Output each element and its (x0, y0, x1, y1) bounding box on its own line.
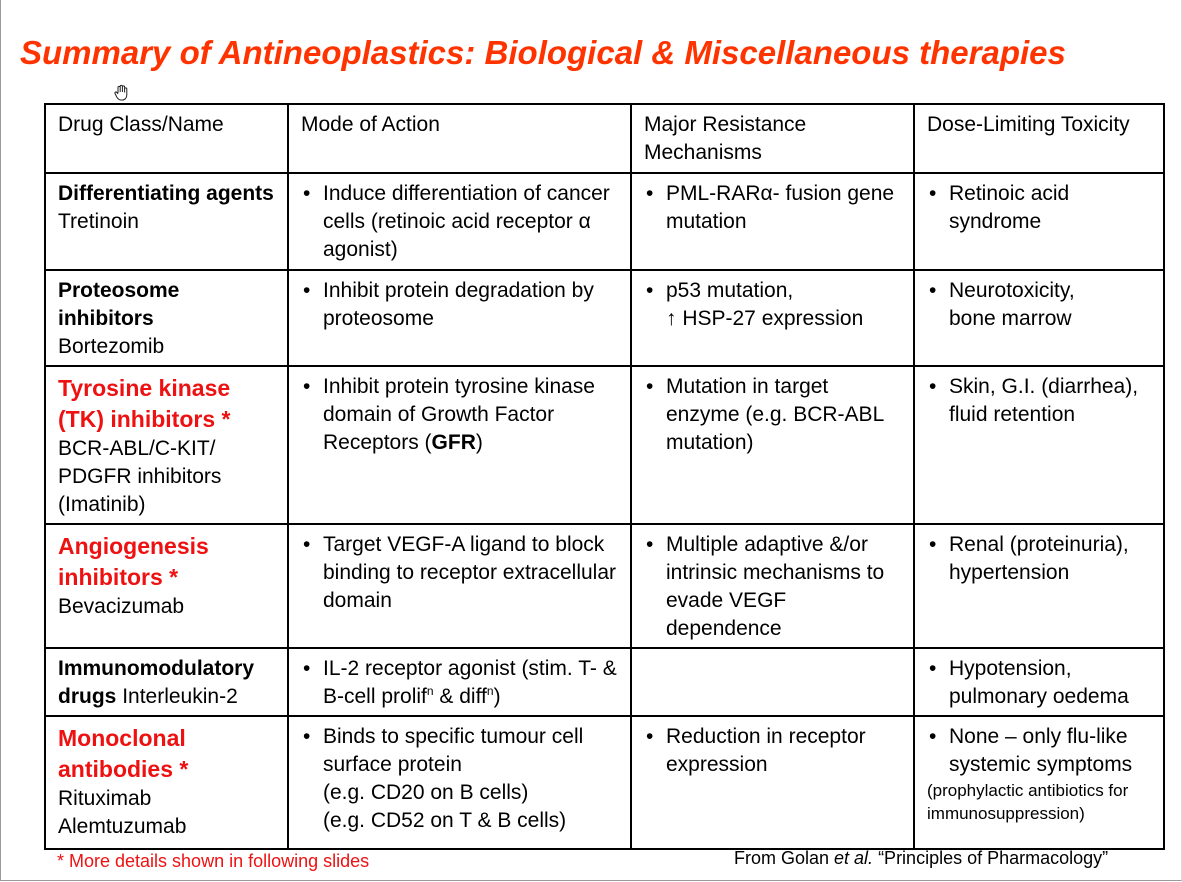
table-row: Angiogenesis inhibitors * Bevacizumab Ta… (44, 523, 1165, 649)
mode-of-action-item: Inhibit protein degradation by proteosom… (301, 277, 620, 333)
moa-text: Inhibit protein tyrosine kinase domain o… (323, 375, 595, 454)
moa-line: Binds to specific tumour cell surface pr… (323, 725, 584, 776)
mode-of-action-cell: Induce differentiation of cancer cells (… (287, 172, 632, 271)
moa-line: (e.g. CD20 on B cells) (323, 781, 529, 804)
mode-of-action-item: Inhibit protein tyrosine kinase domain o… (301, 373, 620, 457)
toxicity-cell: Retinoic acid syndrome (913, 172, 1165, 271)
toxicity-cell: Skin, G.I. (diarrhea), fluid retention (913, 365, 1165, 525)
mode-of-action-cell: Inhibit protein degradation by proteosom… (287, 269, 632, 367)
header-drug-class-bold: Drug Class/ (58, 113, 168, 136)
toxicity-cell: Hypotension, pulmonary oedema (913, 647, 1165, 717)
drug-class-label: Angiogenesis inhibitors * (58, 533, 209, 590)
source-suffix: “Principles of Pharmacology” (873, 848, 1109, 868)
drug-class-cell: Immunomodulatory drugs Interleukin-2 (44, 647, 289, 717)
source-italic: et al. (834, 848, 874, 868)
header-drug-class: Drug Class/Name (44, 103, 289, 174)
source-citation: From Golan et al. “Principles of Pharmac… (734, 848, 1108, 869)
moa-superscript: n (426, 684, 434, 698)
drug-name: Tretinoin (58, 210, 139, 233)
drug-class-label: Proteosome inhibitors (58, 279, 180, 330)
toxicity-item: Retinoic acid syndrome (927, 180, 1153, 236)
table-row: Tyrosine kinase (TK) inhibitors * BCR-AB… (44, 365, 1165, 525)
toxicity-cell: Renal (proteinuria), hypertension (913, 523, 1165, 649)
header-resistance: Major Resistance Mechanisms (630, 103, 915, 174)
moa-superscript: n (486, 684, 494, 698)
toxicity-cell: None – only flu-like systemic symptoms (p… (913, 715, 1165, 850)
drug-class-label: Immunomodulatory drugs (58, 657, 255, 708)
moa-text-end: ) (475, 431, 483, 454)
mode-of-action-cell: IL-2 receptor agonist (stim. T- & B-cell… (287, 647, 632, 717)
resistance-line: ↑ HSP-27 expression (666, 307, 864, 330)
source-prefix: From Golan (734, 848, 835, 868)
drug-name: Rituximab (58, 787, 152, 810)
drug-class-cell: Angiogenesis inhibitors * Bevacizumab (44, 523, 289, 649)
antineoplastics-table: Drug Class/Name Mode of Action Major Res… (44, 103, 1165, 850)
toxicity-item: Neurotoxicity, bone marrow (927, 277, 1153, 333)
table-row: Immunomodulatory drugs Interleukin-2 IL-… (44, 647, 1165, 717)
drug-class-label: Tyrosine kinase (TK) inhibitors * (58, 375, 231, 432)
toxicity-item: None – only flu-like systemic symptoms (p… (927, 723, 1153, 825)
table-row: Monoclonal antibodies * Rituximab Alemtu… (44, 715, 1165, 850)
resistance-cell: PML-RARα- fusion gene mutation (630, 172, 915, 271)
drug-class-cell: Monoclonal antibodies * Rituximab Alemtu… (44, 715, 289, 850)
toxicity-line: Neurotoxicity, (949, 279, 1075, 302)
drug-name: Bortezomib (58, 335, 165, 358)
drug-name: Interleukin-2 (122, 685, 238, 708)
table-row: Proteosome inhibitors Bortezomib Inhibit… (44, 269, 1165, 367)
toxicity-item: Renal (proteinuria), hypertension (927, 531, 1153, 587)
moa-line: (e.g. CD52 on T & B cells) (323, 809, 567, 832)
hand-cursor-icon (114, 84, 128, 101)
header-toxicity: Dose-Limiting Toxicity (913, 103, 1165, 174)
resistance-cell: Mutation in target enzyme (e.g. BCR-ABL … (630, 365, 915, 525)
toxicity-line: pulmonary oedema (949, 685, 1129, 708)
mode-of-action-cell: Inhibit protein tyrosine kinase domain o… (287, 365, 632, 525)
resistance-cell: p53 mutation, ↑ HSP-27 expression (630, 269, 915, 367)
toxicity-item: Hypotension, pulmonary oedema (927, 655, 1153, 711)
moa-text: ) (493, 685, 501, 708)
resistance-cell (630, 647, 915, 717)
mode-of-action-cell: Target VEGF-A ligand to block binding to… (287, 523, 632, 649)
drug-class-cell: Differentiating agents Tretinoin (44, 172, 289, 271)
toxicity-item: Skin, G.I. (diarrhea), fluid retention (927, 373, 1153, 429)
toxicity-line: Hypotension, (949, 657, 1072, 680)
moa-gfr: GFR (431, 431, 476, 454)
drug-class-label: Differentiating agents (58, 182, 274, 205)
mode-of-action-item: Induce differentiation of cancer cells (… (301, 180, 620, 264)
mode-of-action-cell: Binds to specific tumour cell surface pr… (287, 715, 632, 850)
header-mode-of-action: Mode of Action (287, 103, 632, 174)
drug-name: BCR-ABL/C-KIT/ PDGFR inhibitors (Imatini… (58, 437, 222, 516)
slide-title: Summary of Antineoplastics: Biological &… (20, 34, 1066, 71)
mode-of-action-item: Binds to specific tumour cell surface pr… (301, 723, 620, 835)
toxicity-cell: Neurotoxicity, bone marrow (913, 269, 1165, 367)
toxicity-main: None – only flu-like systemic symptoms (949, 725, 1133, 776)
drug-class-cell: Proteosome inhibitors Bortezomib (44, 269, 289, 367)
resistance-item: Multiple adaptive &/or intrinsic mechani… (644, 531, 903, 643)
moa-text: IL-2 receptor agonist (stim. T- & B-cell… (323, 657, 617, 708)
resistance-cell: Multiple adaptive &/or intrinsic mechani… (630, 523, 915, 649)
drug-name: Alemtuzumab (58, 815, 187, 838)
toxicity-note: (prophylactic antibiotics for immunosupp… (927, 781, 1129, 823)
mode-of-action-item: IL-2 receptor agonist (stim. T- & B-cell… (301, 655, 620, 711)
table-header-row: Drug Class/Name Mode of Action Major Res… (44, 103, 1165, 174)
footnote: * More details shown in following slides (57, 851, 370, 871)
resistance-item: p53 mutation, ↑ HSP-27 expression (644, 277, 903, 333)
header-drug-class-name: Name (167, 113, 224, 136)
drug-class-cell: Tyrosine kinase (TK) inhibitors * BCR-AB… (44, 365, 289, 525)
resistance-item: PML-RARα- fusion gene mutation (644, 180, 903, 236)
resistance-item: Mutation in target enzyme (e.g. BCR-ABL … (644, 373, 903, 457)
mode-of-action-item: Target VEGF-A ligand to block binding to… (301, 531, 620, 615)
drug-name: Bevacizumab (58, 595, 185, 618)
toxicity-line: bone marrow (949, 307, 1072, 330)
table-row: Differentiating agents Tretinoin Induce … (44, 172, 1165, 271)
resistance-cell: Reduction in receptor expression (630, 715, 915, 850)
moa-text: & diff (433, 685, 487, 708)
drug-class-label: Monoclonal antibodies * (58, 725, 189, 782)
resistance-item: Reduction in receptor expression (644, 723, 903, 779)
resistance-line: p53 mutation, (666, 279, 794, 302)
